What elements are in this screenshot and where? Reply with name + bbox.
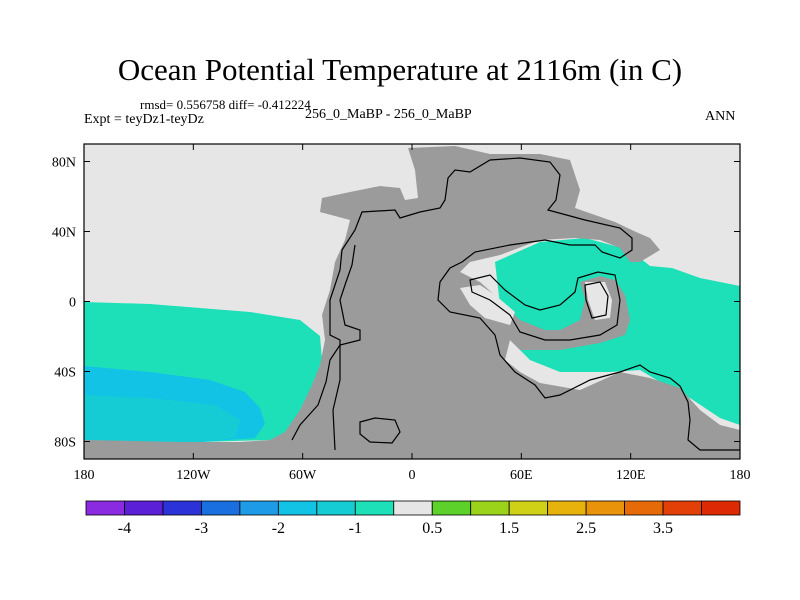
colorbar-swatch — [431, 500, 472, 516]
y-tick-label: 80N — [52, 156, 76, 171]
coastline-outline-east-island — [584, 281, 609, 319]
colorbar-swatch — [162, 500, 202, 516]
colorbar-swatch — [85, 500, 125, 516]
x-tick-label: 180 — [730, 468, 751, 483]
colorbar-label: -3 — [195, 520, 208, 537]
colorbar-label: 2.5 — [576, 520, 596, 537]
colorbar-swatch — [316, 500, 356, 516]
colorbar-swatch — [585, 500, 625, 516]
y-tick-label: 40N — [52, 226, 76, 241]
x-tick-label: 0 — [409, 468, 416, 483]
colorbar-swatch — [662, 500, 702, 516]
rmsd-diff-stats: rmsd= 0.556758 diff= -0.412224 — [140, 97, 311, 112]
x-tick-label: 120E — [616, 468, 646, 483]
y-axis: 80N 40N 0 40S 80S — [52, 156, 740, 451]
y-tick-label: 80S — [54, 436, 76, 451]
colorbar-swatch — [124, 500, 164, 516]
coastline-outline-west — [291, 244, 361, 441]
colorbar-label: 0.5 — [422, 520, 442, 537]
colorbar-label: -1 — [349, 520, 362, 537]
coastline-outline-main — [329, 157, 740, 451]
coastline-outline-island — [359, 417, 401, 444]
colorbar-swatch — [393, 500, 433, 516]
x-tick-label: 60E — [510, 468, 533, 483]
anomaly-region-southern-pacific-deep-band — [84, 395, 240, 442]
coastline-outline-inner — [469, 271, 621, 341]
colorbar-label: 3.5 — [653, 520, 673, 537]
experiment-label: Expt = teyDz1-teyDz — [84, 112, 204, 127]
x-axis: 180 120W 60W 0 60E 120E 180 — [74, 144, 751, 483]
colorbar: -4 -3 -2 -1 0.5 1.5 2.5 3.5 — [85, 500, 741, 537]
colorbar-label: 1.5 — [499, 520, 519, 537]
map-title: Ocean Potential Temperature at 2116m (in… — [117, 52, 683, 87]
colorbar-label: -2 — [272, 520, 285, 537]
colorbar-swatch — [239, 500, 279, 516]
colorbar-swatch — [201, 500, 241, 516]
colorbar-swatch — [277, 500, 318, 516]
case-label: 256_0_MaBP - 256_0_MaBP — [305, 107, 472, 122]
season-label: ANN — [705, 109, 736, 124]
colorbar-swatch — [547, 500, 587, 516]
map-plot-area — [84, 144, 740, 459]
colorbar-label: -4 — [118, 520, 131, 537]
colorbar-swatch — [354, 500, 395, 516]
x-tick-label: 180 — [74, 468, 95, 483]
colorbar-swatch — [624, 500, 664, 516]
land-mask-pangaea — [84, 146, 740, 459]
colorbar-swatch — [508, 500, 549, 516]
y-tick-label: 40S — [54, 366, 76, 381]
colorbar-swatch — [470, 500, 510, 516]
colorbar-swatch — [701, 500, 741, 516]
ocean-inlet-central — [460, 285, 515, 325]
x-tick-label: 120W — [176, 468, 211, 483]
y-tick-label: 0 — [69, 296, 76, 311]
x-tick-label: 60W — [289, 468, 317, 483]
